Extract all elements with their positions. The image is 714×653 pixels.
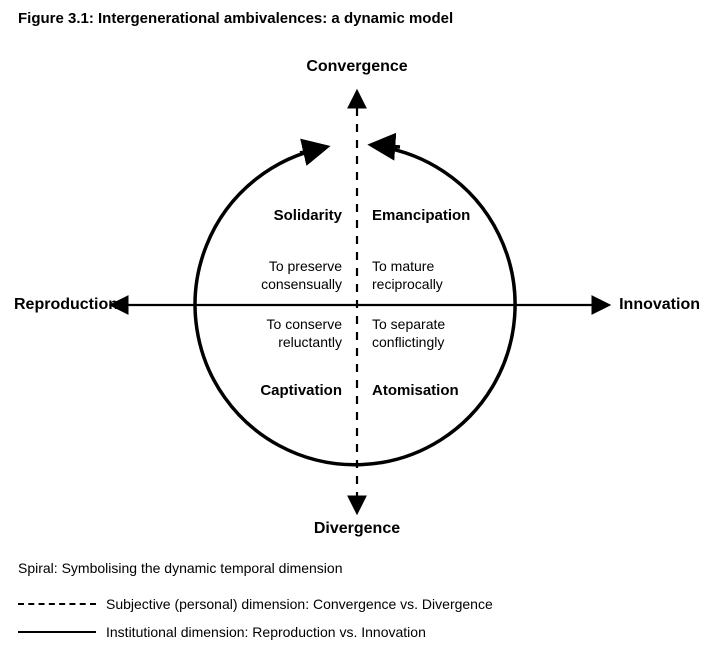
legend-solid-row: Institutional dimension: Reproduction vs… bbox=[18, 614, 426, 640]
quadrant-tl-sub2: consensually bbox=[261, 276, 342, 292]
quadrant-bl-sub2: reluctantly bbox=[278, 334, 342, 350]
quadrant-bl-title: Captivation bbox=[260, 382, 342, 399]
quadrant-tl-sub: To preserve consensually bbox=[261, 258, 342, 293]
legend-dashed-row: Subjective (personal) dimension: Converg… bbox=[18, 586, 493, 612]
quadrant-br-sub1: To separate bbox=[372, 316, 445, 332]
quadrant-br-sub: To separate conflictingly bbox=[372, 316, 445, 351]
quadrant-tl-title: Solidarity bbox=[274, 207, 342, 224]
figure-page: Figure 3.1: Intergenerational ambivalenc… bbox=[0, 0, 714, 653]
quadrant-br-sub2: conflictingly bbox=[372, 334, 444, 350]
axis-label-bottom: Divergence bbox=[0, 520, 714, 538]
quadrant-tr-sub1: To mature bbox=[372, 258, 434, 274]
quadrant-tr-sub2: reciprocally bbox=[372, 276, 443, 292]
quadrant-tl-sub1: To preserve bbox=[269, 258, 342, 274]
axis-label-left: Reproduction bbox=[14, 296, 118, 314]
quadrant-tr-sub: To mature reciprocally bbox=[372, 258, 443, 293]
legend-solid-text: Institutional dimension: Reproduction vs… bbox=[106, 624, 426, 640]
axis-label-top: Convergence bbox=[0, 58, 714, 76]
legend-solid-sample bbox=[18, 631, 96, 633]
legend-dashed-text: Subjective (personal) dimension: Converg… bbox=[106, 596, 493, 612]
diagram-svg bbox=[0, 0, 714, 560]
quadrant-bl-sub1: To conserve bbox=[267, 316, 342, 332]
legend-dashed-sample bbox=[18, 603, 96, 605]
axis-label-right: Innovation bbox=[619, 296, 700, 314]
legend-spiral: Spiral: Symbolising the dynamic temporal… bbox=[18, 560, 342, 576]
quadrant-br-title: Atomisation bbox=[372, 382, 459, 399]
quadrant-bl-sub: To conserve reluctantly bbox=[267, 316, 342, 351]
quadrant-tr-title: Emancipation bbox=[372, 207, 470, 224]
spiral-arrow-right bbox=[372, 145, 400, 147]
